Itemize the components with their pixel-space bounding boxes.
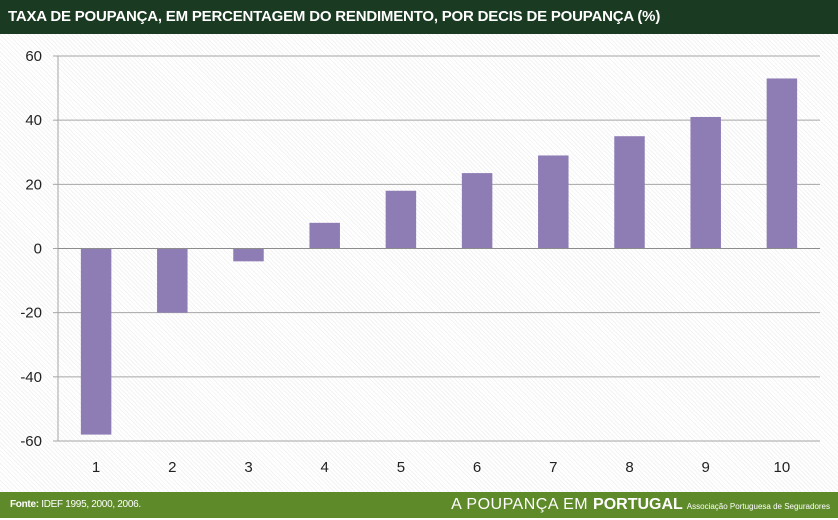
bar-decile-8 — [614, 136, 645, 249]
x-tick-label: 6 — [473, 459, 481, 476]
x-tick-label: 10 — [774, 459, 791, 476]
y-tick-label: -60 — [20, 433, 42, 450]
x-tick-label: 2 — [168, 459, 176, 476]
chart-background — [0, 34, 838, 492]
bar-decile-6 — [461, 173, 493, 249]
brand-prefix: A POUPANÇA EM — [451, 496, 594, 513]
chart-panel: 60 40 20 0 -20 -40 -60 1 2 3 4 5 6 7 8 9 10 — [0, 40, 838, 492]
source-text: IDEF 1995, 2000, 2006. — [38, 499, 141, 510]
x-axis-ticks: 1 2 3 4 5 6 7 8 9 10 — [92, 459, 790, 476]
brand-logo: A POUPANÇA EM PORTUGAL Associação Portugu… — [451, 492, 830, 520]
bar-chart: 60 40 20 0 -20 -40 -60 1 2 3 4 5 6 7 8 9 10 — [20, 48, 820, 476]
bars — [58, 78, 820, 435]
bar-decile-4 — [309, 222, 340, 249]
source-label: Fonte: — [10, 499, 39, 510]
y-tick-label: 0 — [34, 241, 42, 258]
x-tick-label: 5 — [397, 459, 405, 476]
x-tick-label: 8 — [625, 459, 633, 476]
bar-decile-9 — [690, 116, 721, 249]
y-axis-ticks: 60 40 20 0 -20 -40 -60 — [20, 48, 42, 450]
source-note: Fonte: IDEF 1995, 2000, 2006. — [10, 492, 141, 518]
y-tick-label: -20 — [20, 305, 42, 322]
y-tick-label: 20 — [25, 176, 42, 193]
x-tick-label: 3 — [244, 459, 252, 476]
x-tick-label: 1 — [92, 459, 100, 476]
y-tick-label: 60 — [25, 48, 42, 65]
footer-bar: Fonte: IDEF 1995, 2000, 2006. A POUPANÇA… — [0, 492, 838, 518]
bar-decile-5 — [385, 190, 417, 249]
brand-strong: PORTUGAL — [593, 496, 683, 513]
x-tick-label: 4 — [321, 459, 329, 476]
x-tick-label: 7 — [549, 459, 557, 476]
bar-decile-2 — [157, 248, 188, 313]
bar-decile-3 — [233, 248, 264, 262]
bar-decile-1 — [80, 248, 112, 435]
x-tick-label: 9 — [702, 459, 710, 476]
brand-subtitle: Associação Portuguesa de Seguradores — [686, 502, 830, 511]
chart-title: TAXA DE POUPANÇA, EM PERCENTAGEM DO REND… — [0, 0, 838, 34]
bar-decile-7 — [538, 155, 569, 249]
y-tick-label: -40 — [20, 369, 42, 386]
bar-decile-10 — [766, 78, 798, 249]
y-tick-label: 40 — [25, 112, 42, 129]
